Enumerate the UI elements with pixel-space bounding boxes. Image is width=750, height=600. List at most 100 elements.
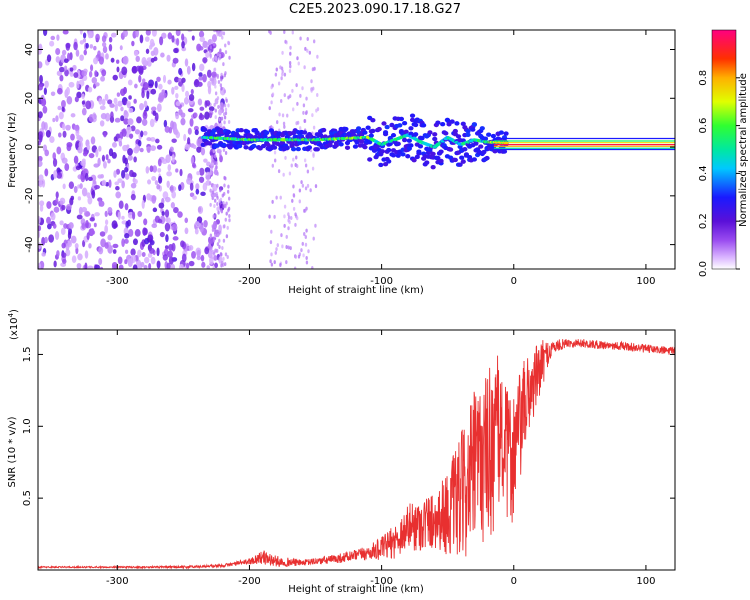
- noise-speckle: [129, 133, 134, 139]
- faint-speckle: [214, 154, 217, 159]
- faint-speckle: [314, 184, 318, 189]
- noise-speckle: [124, 259, 128, 265]
- faint-speckle: [289, 64, 292, 69]
- faint-speckle: [219, 48, 222, 53]
- faint-speckle: [287, 212, 290, 217]
- noise-speckle: [146, 148, 151, 154]
- faint-speckle: [292, 157, 295, 162]
- faint-speckle: [285, 260, 288, 265]
- noise-speckle: [150, 50, 155, 57]
- faint-speckle: [312, 153, 315, 158]
- noise-speckle: [187, 30, 193, 33]
- noise-speckle: [52, 223, 57, 229]
- noise-speckle: [120, 106, 124, 112]
- noise-speckle: [81, 100, 86, 105]
- noise-speckle: [59, 200, 64, 205]
- faint-speckle: [225, 211, 228, 216]
- noise-speckle: [167, 164, 172, 172]
- noise-speckle: [98, 258, 103, 266]
- noise-speckle: [199, 224, 204, 233]
- noise-speckle: [218, 224, 222, 233]
- signal-envelope: [481, 149, 487, 155]
- signal-envelope: [459, 155, 465, 160]
- noise-speckle: [138, 74, 142, 83]
- noise-speckle: [55, 48, 61, 56]
- faint-speckle: [227, 208, 230, 213]
- noise-speckle: [105, 53, 109, 60]
- signal-envelope: [446, 122, 452, 127]
- faint-speckle: [213, 227, 217, 232]
- faint-speckle: [270, 252, 273, 257]
- noise-speckle: [193, 112, 198, 118]
- noise-speckle: [199, 167, 205, 176]
- faint-speckle: [268, 106, 271, 111]
- faint-speckle: [275, 195, 278, 200]
- faint-speckle: [219, 83, 223, 88]
- noise-speckle: [94, 184, 100, 190]
- faint-speckle: [312, 236, 315, 241]
- noise-speckle: [128, 107, 134, 114]
- faint-speckle: [228, 213, 231, 218]
- faint-speckle: [269, 240, 273, 245]
- noise-speckle: [123, 238, 129, 244]
- signal-envelope: [238, 127, 244, 133]
- noise-speckle: [94, 212, 100, 217]
- noise-speckle: [175, 101, 181, 107]
- noise-speckle: [206, 265, 210, 269]
- noise-speckle: [132, 264, 138, 269]
- faint-speckle: [293, 266, 297, 269]
- noise-speckle: [104, 224, 109, 234]
- signal-envelope: [202, 127, 208, 132]
- noise-speckle: [141, 251, 146, 257]
- noise-speckle: [38, 180, 43, 188]
- colorbar-tick-label: 0.0: [698, 261, 709, 277]
- noise-speckle: [84, 172, 89, 182]
- spectrogram-x-axis-label: Height of straight line (km): [288, 285, 424, 296]
- faint-speckle: [216, 195, 219, 200]
- noise-speckle: [126, 144, 130, 149]
- noise-speckle: [147, 234, 154, 242]
- noise-speckle: [91, 189, 96, 199]
- noise-speckle: [93, 57, 99, 65]
- faint-speckle: [211, 190, 215, 195]
- faint-speckle: [299, 93, 302, 98]
- faint-speckle: [303, 158, 307, 163]
- noise-speckle: [181, 40, 185, 49]
- noise-speckle: [110, 111, 114, 120]
- noise-speckle: [202, 40, 208, 49]
- noise-speckle: [108, 179, 112, 188]
- noise-speckle: [58, 132, 62, 138]
- noise-speckle: [92, 180, 97, 185]
- signal-envelope: [302, 130, 308, 135]
- faint-speckle: [209, 54, 212, 59]
- faint-speckle: [310, 79, 313, 84]
- signal-envelope: [416, 149, 422, 154]
- noise-speckle: [69, 67, 74, 72]
- noise-speckle: [203, 158, 208, 163]
- noise-speckle: [203, 219, 208, 228]
- noise-speckle: [101, 179, 107, 187]
- noise-speckle: [118, 140, 123, 147]
- signal-envelope: [381, 121, 387, 126]
- noise-speckle: [85, 220, 89, 229]
- noise-speckle: [136, 116, 142, 124]
- noise-speckle: [130, 125, 136, 132]
- faint-speckle: [301, 183, 305, 188]
- noise-speckle: [107, 234, 113, 241]
- faint-speckle: [219, 208, 223, 213]
- noise-speckle: [69, 71, 74, 77]
- noise-speckle: [123, 117, 129, 125]
- noise-speckle: [199, 36, 205, 43]
- noise-speckle: [117, 100, 123, 107]
- noise-speckle: [159, 36, 164, 46]
- noise-speckle: [142, 111, 148, 120]
- noise-speckle: [139, 103, 144, 111]
- svg-text:(x104): (x104): [7, 309, 20, 340]
- signal-envelope: [351, 132, 357, 138]
- faint-speckle: [301, 86, 304, 91]
- faint-speckle: [271, 92, 275, 97]
- faint-speckle: [213, 73, 216, 78]
- faint-speckle: [210, 239, 213, 244]
- signal-envelope: [402, 137, 408, 143]
- signal-envelope: [417, 144, 424, 149]
